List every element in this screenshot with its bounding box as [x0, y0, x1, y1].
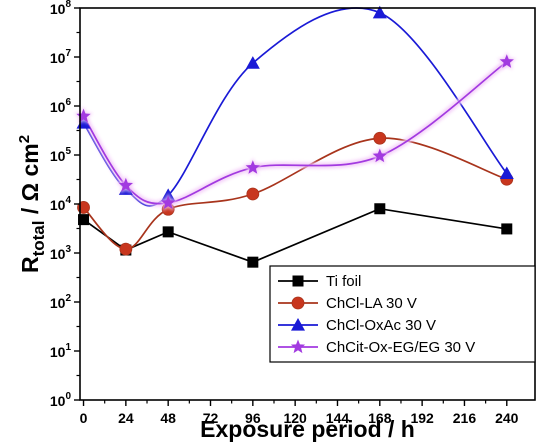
marker-square — [501, 223, 513, 235]
marker-circle — [119, 242, 133, 256]
y-tick-label: 101 — [50, 342, 72, 360]
marker-star — [372, 148, 387, 163]
y-axis-title: Rtotal / Ω cm2 — [16, 135, 48, 273]
marker-square — [292, 275, 304, 287]
marker-triangle — [372, 5, 387, 19]
series-line — [82, 61, 508, 205]
series-glow — [80, 58, 510, 207]
x-tick-label: 96 — [245, 410, 261, 426]
series-line — [82, 137, 508, 250]
marker-triangle — [291, 318, 305, 331]
marker-triangle — [499, 166, 514, 180]
x-tick-label: 48 — [160, 410, 176, 426]
y-axis-title-prefix: R — [17, 256, 43, 273]
marker-circle — [291, 296, 305, 310]
marker-square — [247, 256, 259, 268]
x-tick-label: 216 — [453, 410, 477, 426]
legend-label: ChCit-Ox-EG/EG 30 V — [326, 339, 475, 356]
y-tick-label: 105 — [50, 146, 72, 164]
y-axis-ticks: 100 101 102 103 104 105 106 107 108 — [50, 0, 80, 409]
y-tick-label: 106 — [50, 97, 72, 115]
marker-star — [76, 108, 91, 123]
series-markers — [74, 5, 517, 268]
x-tick-label: 72 — [203, 410, 219, 426]
marker-circle — [373, 131, 387, 145]
marker-triangle — [245, 56, 260, 69]
y-tick-label: 102 — [50, 293, 72, 311]
marker-square — [162, 226, 174, 238]
series-line — [83, 207, 507, 264]
legend-label: ChCl-OxAc 30 V — [326, 317, 436, 334]
y-tick-label: 103 — [50, 244, 72, 262]
x-tick-label: 168 — [368, 410, 392, 426]
y-axis-title-superscript: 2 — [16, 135, 33, 143]
x-tick-label: 240 — [495, 410, 519, 426]
marker-square — [374, 203, 386, 215]
y-tick-label: 108 — [50, 0, 72, 17]
marker-square — [78, 214, 90, 226]
x-tick-label: 0 — [80, 410, 88, 426]
y-tick-label: 104 — [50, 195, 72, 213]
marker-circle — [246, 187, 260, 201]
y-axis-title-unit: / Ω cm — [17, 143, 43, 220]
series-lines — [80, 7, 510, 264]
legend-label: ChCl-LA 30 V — [326, 295, 417, 312]
x-tick-label: 192 — [410, 410, 434, 426]
x-axis-ticks: 0 24 48 72 96 120 144 168 192 216 240 — [80, 400, 519, 426]
marker-star — [118, 177, 133, 192]
y-tick-label: 100 — [50, 391, 72, 409]
marker-star — [290, 339, 306, 354]
x-tick-label: 24 — [118, 410, 134, 426]
x-axis-title: Exposure period / h — [200, 416, 415, 442]
y-tick-label: 107 — [50, 48, 72, 66]
marker-star — [161, 195, 176, 210]
series-line — [82, 7, 508, 207]
x-tick-label: 144 — [326, 410, 350, 426]
marker-star — [245, 160, 260, 174]
legend-label: Ti foil — [326, 273, 361, 290]
y-axis-title-subscript: total — [29, 221, 48, 257]
x-tick-label: 120 — [283, 410, 307, 426]
legend: Ti foil ChCl-LA 30 V ChCl-OxAc 30 V ChCit-O… — [269, 265, 536, 363]
marker-star — [499, 54, 514, 68]
